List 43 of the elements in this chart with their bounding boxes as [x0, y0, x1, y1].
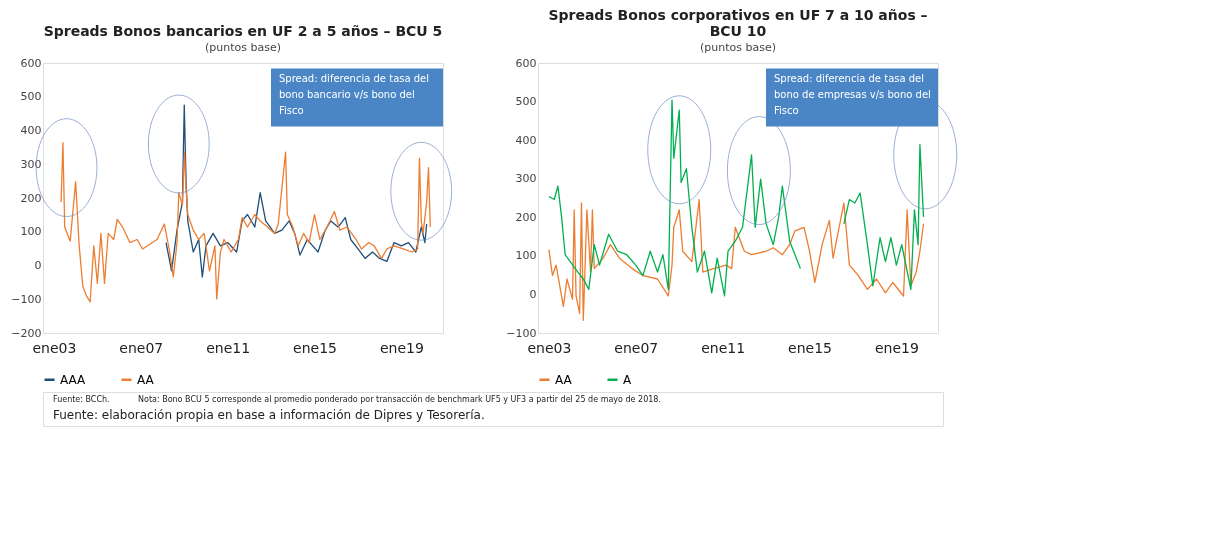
legend-label: AA — [137, 372, 155, 387]
y-tick-label: 0 — [34, 259, 42, 272]
y-tick-label: 300 — [20, 157, 42, 171]
x-tick-label: ene15 — [788, 339, 832, 356]
y-tick-label: 200 — [20, 191, 42, 205]
y-tick-label: 200 — [515, 210, 537, 224]
chart-subtitle: (puntos base) — [699, 41, 777, 54]
line-series — [60, 142, 431, 303]
y-tick-label: 500 — [20, 90, 42, 104]
x-tick-label: ene15 — [293, 339, 337, 356]
y-tick-label: 0 — [529, 287, 537, 301]
legend-label: A — [623, 372, 632, 387]
x-tick-label: ene03 — [527, 339, 572, 356]
legend-label: AAA — [60, 372, 87, 387]
text: Nota: Bono BCU 5 corresponde al promedio ponderado por transacción de benchmark UF5 y UF3 a partir del 25 de mayo de 2018. — [138, 394, 661, 404]
y-tick-label: −200 — [11, 326, 42, 340]
y-tick-label: −100 — [11, 292, 42, 306]
y-tick-label: 500 — [515, 95, 537, 109]
y-tick-label: 100 — [515, 249, 537, 263]
x-tick-label: ene07 — [614, 339, 659, 356]
y-tick-label: 600 — [515, 56, 537, 70]
source-note: Fuente: elaboración propia en base a información de Dipres y Tesorería. — [53, 408, 485, 422]
line-series — [548, 198, 925, 321]
line-series — [165, 104, 428, 278]
legend-label: AA — [555, 372, 573, 387]
y-tick-label: 400 — [515, 133, 537, 147]
annotation: Spread: diferencia de tasa del bono de empresas v/s bono del Fisco — [774, 73, 931, 117]
chart-title: Spreads Bonos corporativos en UF 7 a 10 años – BCU 10 — [548, 7, 928, 39]
x-tick-label: ene07 — [119, 339, 164, 356]
chart-title: Spreads Bonos bancarios en UF 2 a 5 años – BCU 5 — [43, 23, 443, 39]
x-tick-label: ene03 — [32, 339, 77, 356]
y-tick-label: 600 — [20, 56, 42, 70]
x-tick-label: ene19 — [874, 339, 919, 356]
x-tick-label: ene11 — [701, 339, 746, 356]
y-tick-label: 400 — [20, 124, 42, 137]
x-tick-label: ene19 — [379, 339, 424, 356]
y-tick-label: 100 — [20, 225, 42, 239]
chart-subtitle: (puntos base) — [204, 41, 282, 54]
annotation: Spread: diferencia de tasa del bono bancario v/s bono del Fisco — [279, 73, 430, 117]
x-tick-label: ene11 — [206, 339, 251, 356]
source-note: Fuente: BCCh. — [53, 395, 110, 404]
y-tick-label: 300 — [515, 172, 537, 186]
y-tick-label: −100 — [506, 326, 537, 340]
